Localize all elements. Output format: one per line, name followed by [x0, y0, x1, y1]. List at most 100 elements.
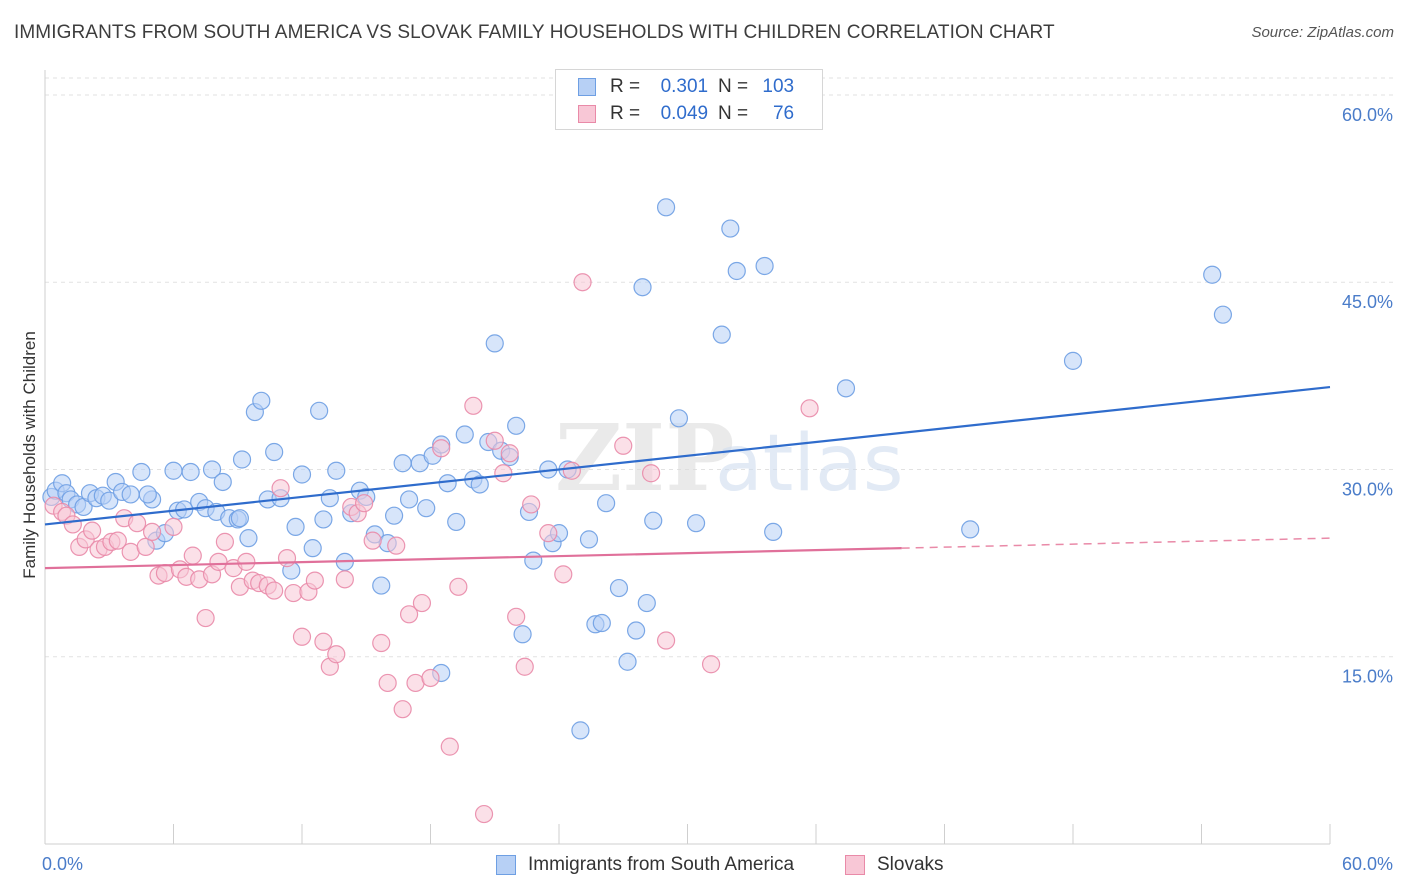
trend-line [44, 385, 1331, 526]
data-point [1063, 351, 1083, 370]
y-axis-title: Family Households with Children [20, 331, 39, 579]
data-point [393, 454, 412, 473]
trend-lines [44, 385, 1331, 570]
data-point [836, 379, 856, 398]
data-point [464, 396, 483, 415]
data-point [378, 673, 397, 693]
data-point [138, 485, 157, 504]
data-point [232, 450, 252, 469]
data-point [164, 461, 183, 480]
data-point [213, 472, 232, 492]
legend-row-south-america: R = 0.301 N = 103 [578, 74, 794, 100]
data-point [686, 514, 706, 533]
data-point [399, 490, 419, 509]
trend-line [44, 547, 902, 570]
data-point [384, 506, 404, 525]
data-point [440, 737, 459, 756]
data-point [562, 461, 581, 480]
data-point [164, 517, 183, 537]
bottom-legend-label: Slovaks [877, 854, 944, 875]
data-point [286, 517, 305, 537]
data-point [755, 256, 774, 276]
data-point [417, 499, 436, 518]
data-point [455, 425, 474, 444]
data-point [449, 577, 468, 596]
data-point [132, 462, 151, 482]
source-label: Source: ZipAtlas.com [1251, 24, 1394, 41]
data-point [327, 645, 346, 664]
data-point [507, 416, 526, 435]
data-point [271, 479, 290, 498]
data-point [421, 668, 440, 688]
watermark-zip: ZIP [555, 404, 734, 512]
data-point [108, 531, 127, 550]
data-point [303, 539, 322, 558]
data-point [432, 439, 451, 458]
data-point [183, 546, 202, 565]
data-point [571, 721, 590, 740]
data-point [372, 633, 391, 653]
data-point [764, 522, 783, 542]
data-point [592, 613, 611, 633]
data-point [136, 537, 155, 556]
data-point [470, 475, 489, 494]
data-point [100, 491, 119, 510]
bottom-legend-swatch-blue [496, 855, 516, 875]
data-point [314, 510, 333, 529]
data-point [597, 494, 616, 513]
chart-title: IMMIGRANTS FROM SOUTH AMERICA VS SLOVAK … [14, 22, 1055, 43]
data-point [83, 521, 102, 540]
data-point [800, 399, 819, 418]
data-point [284, 583, 303, 603]
data-point [181, 462, 200, 482]
data-point [515, 657, 534, 676]
data-point [335, 570, 354, 589]
data-point [438, 474, 457, 493]
data-point [614, 436, 633, 455]
data-point [485, 431, 504, 450]
data-point [539, 524, 558, 543]
data-point [1203, 265, 1222, 284]
data-point [701, 655, 721, 674]
data-point [230, 509, 249, 528]
bottom-legend-slovaks: Slovaks [845, 853, 944, 877]
data-point [355, 494, 374, 513]
tick-labels: 15.0% 30.0% 45.0% 60.0% 0.0% 60.0% [42, 105, 1393, 874]
legend-row-slovaks: R = 0.049 N = 76 [578, 101, 794, 127]
data-point [305, 571, 324, 590]
data-point [387, 536, 406, 555]
data-point [609, 578, 629, 598]
data-point [393, 700, 412, 719]
x-tick-label: 0.0% [42, 854, 83, 874]
watermark: ZIP atlas [555, 404, 904, 512]
data-point [202, 460, 222, 479]
legend-r-label: R = [610, 103, 641, 124]
legend-swatch-pink [578, 105, 596, 123]
data-point [196, 608, 215, 628]
data-point [573, 273, 592, 292]
data-point [618, 652, 637, 671]
data-point [727, 261, 746, 281]
data-point [277, 549, 297, 568]
data-point [310, 401, 329, 420]
bottom-legend-swatch-pink [845, 855, 865, 875]
data-point [633, 278, 652, 297]
legend-n-label: N = [718, 76, 749, 97]
bottom-legend-label: Immigrants from South America [528, 854, 795, 875]
x-tick-label: 60.0% [1342, 854, 1393, 874]
trend-line-extension [901, 537, 1331, 549]
data-point [507, 607, 526, 626]
data-points [42, 198, 1233, 824]
correlation-legend: R = 0.301 N = 103 R = 0.049 N = 76 [555, 69, 823, 130]
data-point [474, 804, 494, 824]
data-point [641, 464, 661, 483]
data-point [637, 593, 656, 613]
watermark-atlas: atlas [715, 419, 904, 509]
data-point [721, 219, 740, 238]
data-point [239, 529, 258, 548]
data-point [579, 530, 599, 549]
axes [44, 70, 1331, 845]
legend-r-label: R = [610, 76, 641, 97]
data-point [372, 576, 391, 595]
